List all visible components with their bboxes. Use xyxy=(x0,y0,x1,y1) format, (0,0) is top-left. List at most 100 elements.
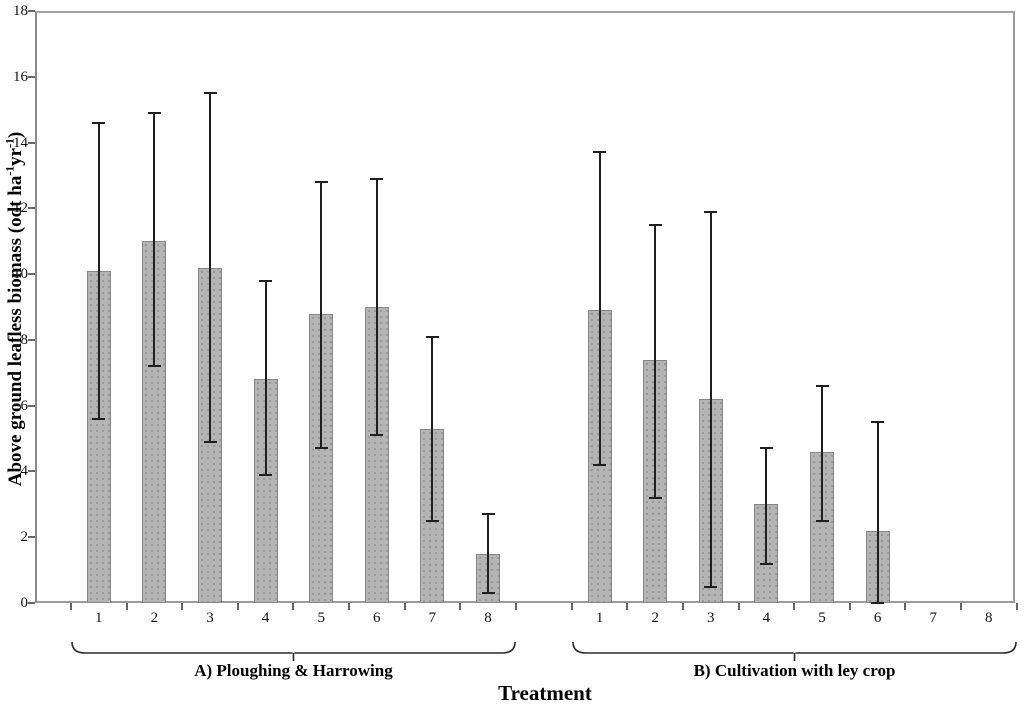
y-tick-label: 8 xyxy=(20,331,29,348)
y-tick-mark xyxy=(28,207,35,210)
group-a-bracket xyxy=(71,641,516,661)
plot-area xyxy=(35,11,1015,603)
error-bar-cap-top xyxy=(314,181,328,184)
x-tick-label: 1 xyxy=(95,610,103,626)
x-tick-mark xyxy=(125,603,128,610)
x-tick-label: 3 xyxy=(707,610,715,626)
error-bar-cap-top xyxy=(147,111,161,114)
error-bar-cap-bottom xyxy=(481,592,495,595)
error-bar-line xyxy=(654,224,657,498)
error-bar-cap-bottom xyxy=(314,447,328,450)
error-bar-cap-bottom xyxy=(259,473,273,476)
error-bar-line xyxy=(431,336,434,521)
group-a-label: A) Ploughing & Harrowing xyxy=(194,661,393,680)
error-bar-cap-top xyxy=(648,223,662,226)
x-tick-label: 5 xyxy=(317,610,325,626)
x-tick-mark xyxy=(514,603,517,610)
error-bar-cap-bottom xyxy=(593,463,607,466)
x-tick-label: 4 xyxy=(261,610,270,626)
x-axis-title: Treatment xyxy=(498,681,592,705)
error-bar-line xyxy=(821,385,823,521)
error-bar-line xyxy=(598,152,601,465)
error-bar-cap-top xyxy=(593,151,607,154)
group-b-bracket-path xyxy=(572,641,1017,661)
error-bar-cap-top xyxy=(815,384,829,387)
x-tick-mark xyxy=(904,603,907,610)
y-tick-label: 16 xyxy=(13,68,28,85)
x-tick-label: 4 xyxy=(762,610,771,626)
y-tick-mark xyxy=(28,273,35,276)
y-tick-mark xyxy=(28,10,35,12)
error-bar-line xyxy=(264,280,267,475)
x-tick-mark xyxy=(348,603,350,610)
x-tick-mark xyxy=(737,603,740,610)
x-tick-mark xyxy=(1015,603,1018,610)
error-bar-cap-bottom xyxy=(370,434,384,437)
y-tick-label: 0 xyxy=(20,595,29,611)
y-tick-mark xyxy=(28,338,35,341)
y-tick-mark xyxy=(28,536,35,539)
error-bar-cap-top xyxy=(871,421,885,424)
y-tick-label: 18 xyxy=(13,3,28,19)
x-tick-mark xyxy=(403,603,406,610)
error-bar-cap-top xyxy=(481,513,495,516)
x-tick-mark xyxy=(570,603,573,610)
x-tick-mark xyxy=(292,603,295,610)
x-tick-mark xyxy=(793,603,796,610)
y-tick-mark xyxy=(28,470,35,473)
x-tick-label: 8 xyxy=(484,610,492,626)
x-tick-label: 1 xyxy=(595,610,604,626)
error-bar-line xyxy=(876,422,879,603)
y-tick-label: 6 xyxy=(20,397,29,414)
x-tick-label: 7 xyxy=(428,610,437,626)
error-bar-line xyxy=(765,448,768,564)
x-tick-label: 6 xyxy=(373,610,381,626)
group-a-bracket-path xyxy=(71,641,516,661)
x-tick-mark xyxy=(236,603,239,610)
y-axis-title-sup: -1 xyxy=(4,165,17,176)
error-bar-cap-bottom xyxy=(704,585,718,588)
y-tick-label: 14 xyxy=(13,134,28,151)
x-tick-label: 6 xyxy=(873,610,882,626)
x-tick-mark xyxy=(682,603,684,610)
x-tick-mark xyxy=(181,603,184,610)
error-bar-cap-bottom xyxy=(425,519,439,522)
error-bar-cap-bottom xyxy=(147,365,161,368)
x-tick-label: 2 xyxy=(150,610,159,626)
x-tick-label: 7 xyxy=(929,610,937,626)
error-bar-cap-bottom xyxy=(871,602,885,604)
error-bar-cap-bottom xyxy=(815,519,829,522)
error-bar-cap-top xyxy=(92,121,106,124)
error-bar-cap-top xyxy=(203,92,217,95)
x-tick-mark xyxy=(848,603,851,610)
error-bar-cap-bottom xyxy=(648,496,662,499)
error-bar-line xyxy=(709,211,712,587)
x-tick-mark xyxy=(70,603,72,610)
y-tick-mark xyxy=(28,404,35,407)
error-bar-cap-bottom xyxy=(92,417,106,420)
y-axis-title-text: Above ground leafless biomass (odt ha-1y… xyxy=(4,132,26,486)
x-tick-label: 5 xyxy=(818,610,826,626)
error-bar-line xyxy=(97,122,100,419)
error-bar-line xyxy=(375,178,378,436)
x-tick-label: 8 xyxy=(985,610,993,626)
x-tick-label: 3 xyxy=(206,610,214,626)
y-tick-label: 2 xyxy=(20,529,29,546)
y-tick-mark xyxy=(28,602,35,604)
error-bar-cap-top xyxy=(704,210,718,213)
y-tick-mark xyxy=(28,75,35,78)
y-axis-title: Above ground leafless biomass (odt ha-1y… xyxy=(4,29,30,589)
group-b-bracket xyxy=(572,641,1017,661)
error-bar-cap-top xyxy=(759,447,773,450)
x-tick-mark xyxy=(459,603,462,610)
y-tick-label: 4 xyxy=(20,463,29,480)
error-bar-cap-bottom xyxy=(759,562,773,565)
x-tick-mark xyxy=(626,603,629,610)
error-bar-line xyxy=(209,93,211,442)
group-b-label: B) Cultivation with ley crop xyxy=(693,661,896,680)
y-tick-mark xyxy=(28,141,35,144)
error-bar-line xyxy=(153,112,156,367)
error-bar-cap-top xyxy=(370,177,384,180)
y-tick-label: 12 xyxy=(13,200,28,217)
y-tick-label: 10 xyxy=(13,266,28,283)
